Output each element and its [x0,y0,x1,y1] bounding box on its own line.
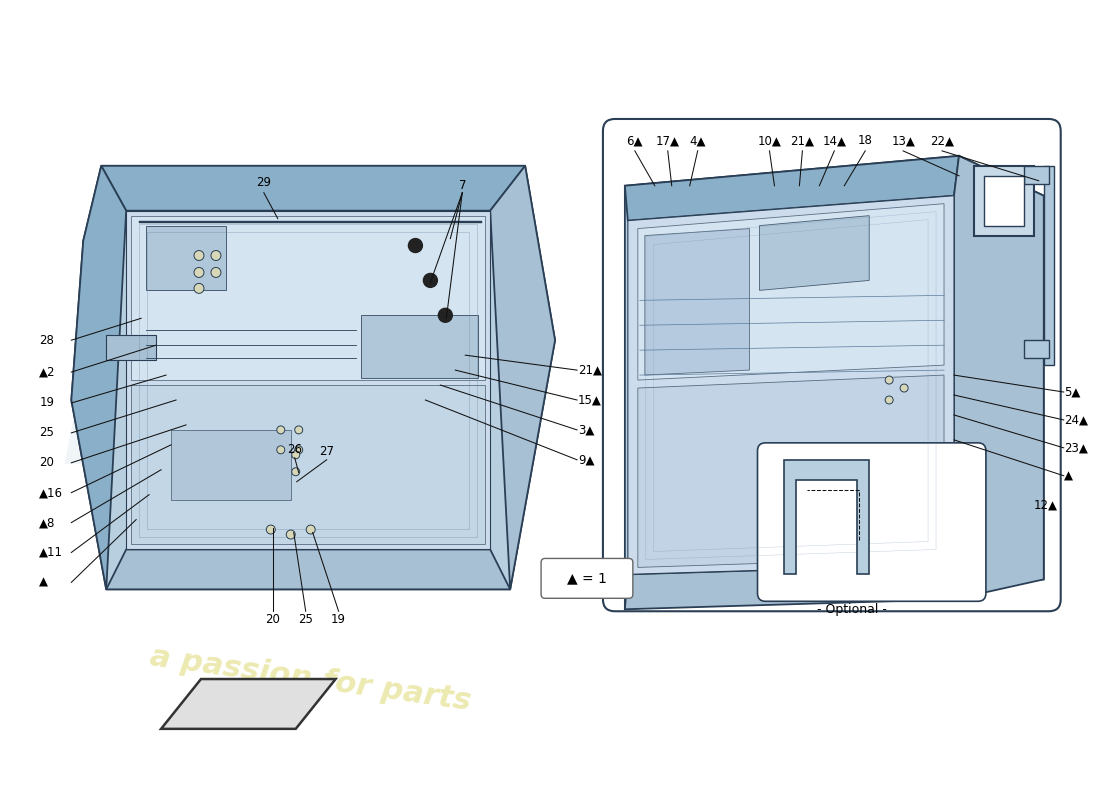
Text: 15▲: 15▲ [578,394,602,406]
Bar [1024,340,1048,358]
Text: 26: 26 [287,443,303,456]
Text: 25: 25 [298,613,314,626]
Bar [974,166,1034,235]
Polygon shape [625,156,959,221]
Circle shape [408,238,422,253]
Polygon shape [107,550,510,590]
Polygon shape [126,210,491,550]
Text: ▲11: ▲11 [40,546,64,559]
Polygon shape [146,226,226,290]
Circle shape [277,426,285,434]
Text: 21▲: 21▲ [791,134,814,147]
Text: 9▲: 9▲ [578,454,594,466]
Text: 24▲: 24▲ [1064,414,1088,426]
Text: 14▲: 14▲ [823,134,846,147]
Circle shape [292,451,299,458]
Circle shape [211,267,221,278]
Circle shape [277,446,285,454]
Circle shape [439,308,452,322]
Text: 6▲: 6▲ [627,134,644,147]
Text: ▲8: ▲8 [40,516,56,529]
Circle shape [286,530,295,539]
Text: ▲: ▲ [40,576,48,589]
Polygon shape [131,385,485,545]
Circle shape [266,525,275,534]
Circle shape [886,396,893,404]
Polygon shape [491,166,556,590]
Polygon shape [72,166,126,590]
Text: Parts: Parts [130,473,412,566]
Text: ▲2: ▲2 [40,366,56,378]
Text: 3▲: 3▲ [578,423,594,436]
Polygon shape [625,156,1044,610]
Text: 22▲: 22▲ [930,134,954,147]
Circle shape [194,267,204,278]
FancyBboxPatch shape [603,119,1060,611]
Circle shape [886,376,893,384]
Polygon shape [361,315,478,378]
Polygon shape [645,229,749,375]
Polygon shape [72,166,556,590]
Text: 17▲: 17▲ [656,134,680,147]
Polygon shape [161,679,336,729]
Text: ▲16: ▲16 [40,486,64,499]
Text: 21▲: 21▲ [578,364,602,377]
Polygon shape [759,216,869,290]
Circle shape [194,283,204,294]
FancyBboxPatch shape [541,558,632,598]
Text: 28: 28 [40,334,54,346]
Circle shape [424,274,438,287]
Text: 29: 29 [256,176,272,190]
Polygon shape [638,375,944,567]
Polygon shape [101,166,525,210]
Text: 25: 25 [40,426,54,439]
Text: ▲: ▲ [1064,470,1072,482]
Polygon shape [107,335,156,360]
Text: - Optional -: - Optional - [817,602,888,616]
Circle shape [194,250,204,261]
Text: 13▲: 13▲ [891,134,915,147]
Circle shape [306,525,316,534]
Text: a passion for parts: a passion for parts [626,450,892,510]
Polygon shape [139,221,482,222]
Bar [1024,166,1048,184]
Text: 12▲: 12▲ [1034,498,1058,511]
Text: 18: 18 [858,134,872,147]
Circle shape [295,426,302,434]
Circle shape [292,468,299,476]
Text: 7: 7 [459,179,466,192]
Circle shape [900,384,909,392]
Text: 20: 20 [265,613,280,626]
Bar [1044,166,1054,365]
Text: 20: 20 [40,456,54,470]
Polygon shape [638,204,944,380]
Bar [983,176,1024,226]
Circle shape [211,250,221,261]
Polygon shape [172,430,290,500]
Text: a passion for parts: a passion for parts [704,557,895,602]
Text: 27: 27 [319,446,334,458]
Text: 23▲: 23▲ [1064,442,1088,454]
Text: 5▲: 5▲ [1064,386,1080,398]
Polygon shape [784,460,869,574]
Circle shape [295,446,302,454]
Text: 10▲: 10▲ [758,134,781,147]
Polygon shape [628,196,954,574]
Text: 4▲: 4▲ [690,134,706,147]
Polygon shape [954,156,1044,599]
Polygon shape [131,216,485,380]
Text: ELGIN: ELGIN [62,370,481,490]
Text: a passion for parts: a passion for parts [148,642,473,716]
Text: ▲ = 1: ▲ = 1 [566,571,607,586]
Text: 19: 19 [331,613,346,626]
Polygon shape [625,565,954,610]
Text: 19: 19 [40,397,54,410]
FancyBboxPatch shape [758,443,986,602]
